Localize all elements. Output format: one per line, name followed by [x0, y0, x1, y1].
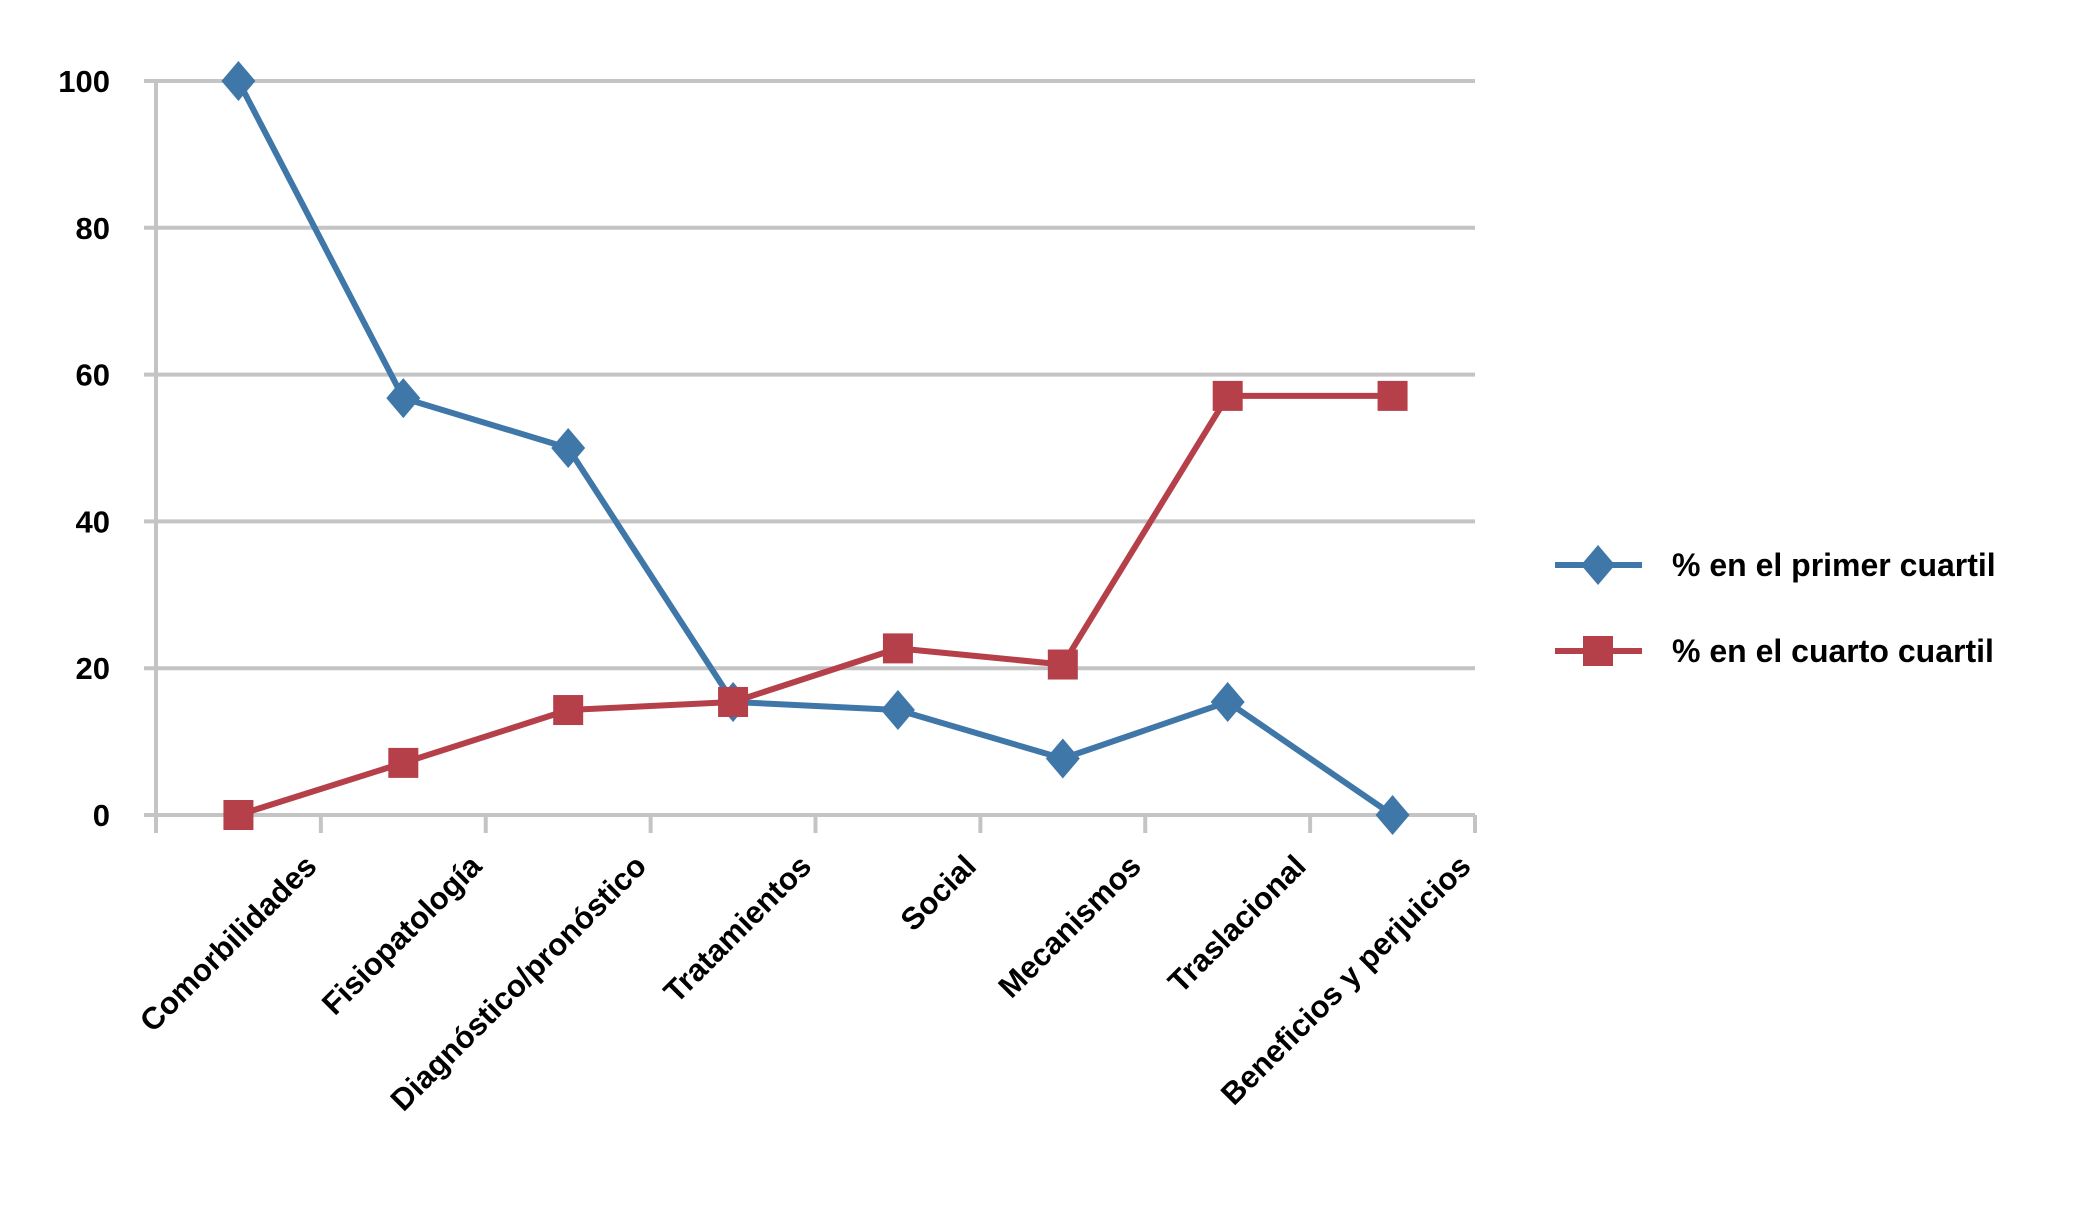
diamond-marker-icon: [1581, 545, 1615, 585]
x-tick-label: Traslacional: [1161, 848, 1312, 999]
x-tick-label: Fisiopatología: [315, 848, 489, 1022]
legend-label: % en el cuarto cuartil: [1672, 633, 1994, 669]
square-marker-icon: [1583, 636, 1613, 666]
y-tick-label: 80: [76, 211, 110, 246]
data-point: [1210, 681, 1245, 722]
y-tick-label: 60: [76, 358, 110, 393]
data-point: [1047, 649, 1078, 680]
data-point: [221, 61, 256, 101]
data-point: [551, 428, 586, 468]
data-point: [386, 378, 421, 419]
x-tick-label: Comorbilidades: [133, 848, 323, 1038]
x-tick-label: Mecanismos: [991, 848, 1147, 1004]
y-tick-label: 40: [76, 504, 110, 539]
legend-label: % en el primer cuartil: [1672, 547, 1996, 583]
data-point: [882, 633, 913, 664]
series-line: [235, 79, 1395, 818]
y-axis-ticks: 0 20 40 60 80 100: [58, 64, 110, 833]
data-point: [718, 686, 749, 717]
series-line: [237, 392, 1393, 818]
x-axis-ticks: ComorbilidadesFisiopatologíaDiagnóstico/…: [133, 848, 1478, 1118]
series-2: [223, 380, 1408, 830]
series-1: [221, 61, 1410, 835]
data-point: [1375, 795, 1410, 835]
data-point: [1377, 380, 1408, 411]
data-point: [1045, 738, 1080, 779]
x-tick-label: Tratamientos: [657, 848, 818, 1009]
data-point: [388, 747, 419, 778]
legend: % en el primer cuartil % en el cuarto cua…: [1555, 545, 1996, 669]
y-tick-label: 100: [58, 64, 110, 99]
data-point: [223, 800, 254, 830]
series-layer: [221, 61, 1410, 835]
axes: [154, 81, 1477, 833]
data-point: [553, 695, 584, 726]
y-tick-label: 20: [76, 651, 110, 686]
x-tick-label: Social: [894, 848, 983, 937]
y-tick-label: 0: [93, 798, 110, 833]
data-point: [880, 690, 915, 731]
gridlines: [144, 79, 1475, 817]
data-point: [1212, 380, 1243, 411]
